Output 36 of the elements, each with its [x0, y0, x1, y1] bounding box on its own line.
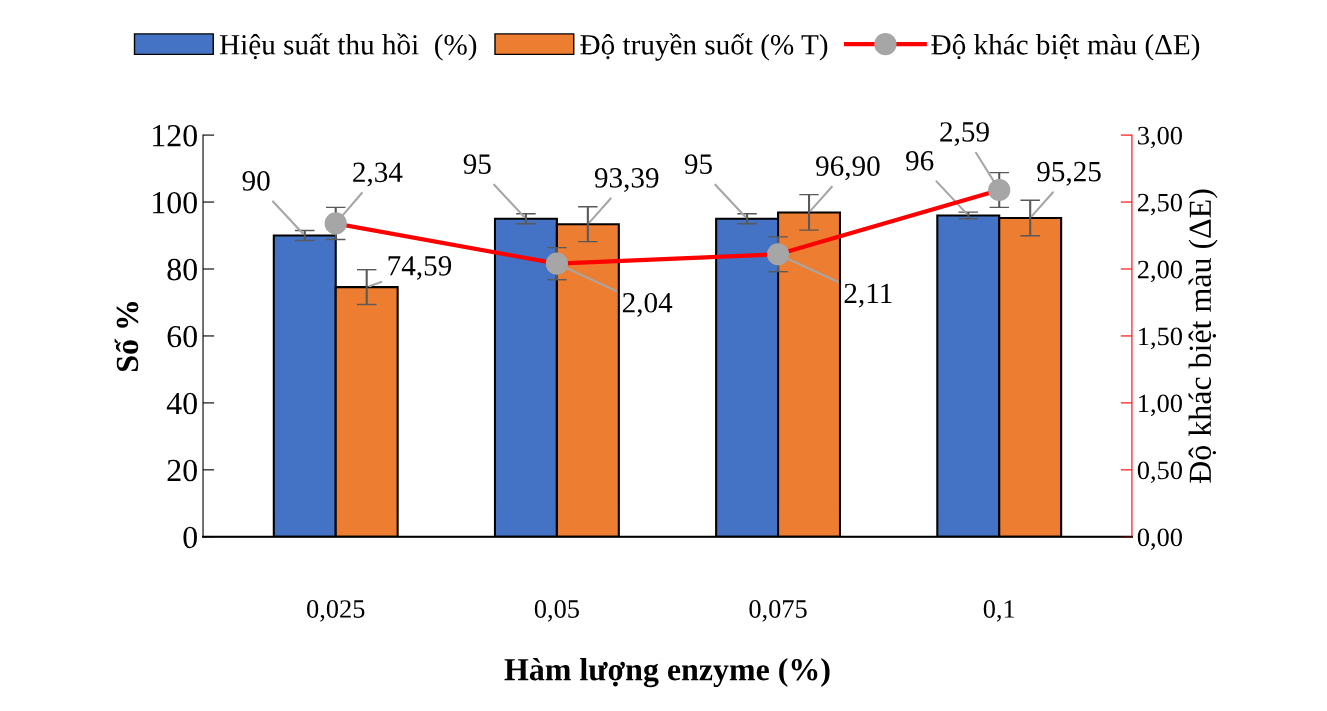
y2-tick-label: 0,50 — [1137, 461, 1182, 484]
x-tick-label: 0,025 — [307, 600, 365, 622]
legend-label: Độ truyền suốt (% T) — [580, 33, 828, 61]
x-tick-label: 0,075 — [749, 600, 807, 622]
x-tick-label: 0,1 — [983, 600, 1015, 622]
y2-tick-label: 1,50 — [1139, 327, 1182, 350]
y-tick-label: 20 — [167, 459, 197, 482]
y-tick-label: 0 — [183, 526, 197, 549]
y2-tick-label: 2,00 — [1137, 260, 1182, 283]
y-tick-label: 60 — [167, 325, 197, 348]
legend-label: Độ khác biệt màu (ΔE) — [931, 34, 1200, 61]
y-tick-label: 80 — [167, 258, 197, 281]
data-label: 2,11 — [844, 283, 892, 308]
y2-axis-title: Độ khác biệt màu (ΔE) — [1188, 189, 1218, 483]
data-label: 2,34 — [353, 162, 403, 187]
data-label: 96 — [906, 151, 934, 171]
data-label: 2,04 — [622, 292, 673, 317]
y2-tick-label: 1,00 — [1139, 394, 1182, 417]
y-axis-title: Số % — [114, 302, 139, 372]
y2-tick-label: 2,50 — [1137, 193, 1182, 216]
y-tick-label: 100 — [153, 191, 197, 214]
data-label: 74,59 — [388, 256, 452, 280]
data-label: 90 — [242, 171, 270, 191]
y-tick-label: 40 — [166, 392, 197, 415]
data-label: 93,39 — [594, 168, 659, 192]
data-label: 95 — [463, 154, 491, 174]
data-label: 2,59 — [940, 122, 989, 146]
y2-tick-label: 0,00 — [1137, 528, 1182, 551]
data-label: 96,90 — [816, 156, 880, 181]
y-tick-label: 120 — [153, 124, 197, 147]
x-axis-title: Hàm lượng enzyme (%) — [504, 657, 830, 688]
x-tick-label: 0,05 — [534, 600, 579, 622]
data-label: 95 — [684, 154, 712, 174]
legend-label: Hiệu suất thu hồi (%) — [219, 33, 477, 61]
y2-tick-label: 3,00 — [1138, 126, 1182, 149]
data-label: 95,25 — [1037, 161, 1101, 186]
